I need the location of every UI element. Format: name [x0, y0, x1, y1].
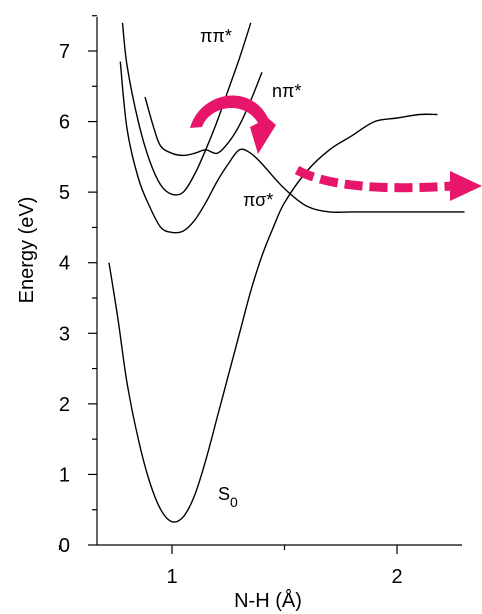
- dissociation-arrow-dash: [294, 165, 453, 193]
- x-axis-title: N-H (Å): [234, 589, 302, 612]
- curves: [108, 22, 465, 523]
- y-tick-label: 7: [59, 41, 70, 63]
- y-tick-label: 5: [59, 182, 70, 204]
- s0-curve: [108, 113, 438, 523]
- s0-label: S0: [218, 484, 238, 510]
- curve-arrow: [190, 95, 276, 154]
- y-tick-label: 4: [59, 253, 70, 275]
- y-tick-label: 0: [59, 535, 70, 557]
- arrows: [190, 95, 482, 201]
- y-tick-label: 3: [59, 323, 70, 345]
- npi-star-curve: [144, 71, 263, 157]
- pisigma-star-curve: [119, 61, 465, 234]
- pipi-star-curve: [121, 22, 252, 196]
- y-tick-label: 6: [59, 112, 70, 134]
- curve-labels: ππ* nπ* πσ* S0: [200, 26, 301, 510]
- dissociation-arrow-head: [450, 171, 482, 201]
- pipi-star-label: ππ*: [200, 26, 232, 46]
- s0-label-sub: 0: [230, 494, 238, 510]
- s0-label-main: S: [218, 484, 230, 504]
- y-ticks: 0 1 2 3 4 5 6 7: [59, 15, 97, 557]
- x-tick-label: 2: [391, 566, 402, 588]
- y-tick-label: 2: [59, 394, 70, 416]
- y-axis-title: Energy (eV): [16, 197, 38, 304]
- x-tick-label: 1: [166, 566, 177, 588]
- y-tick-label: 1: [59, 464, 70, 486]
- pisigma-star-label: πσ*: [243, 190, 273, 210]
- npi-star-label: nπ*: [272, 81, 301, 101]
